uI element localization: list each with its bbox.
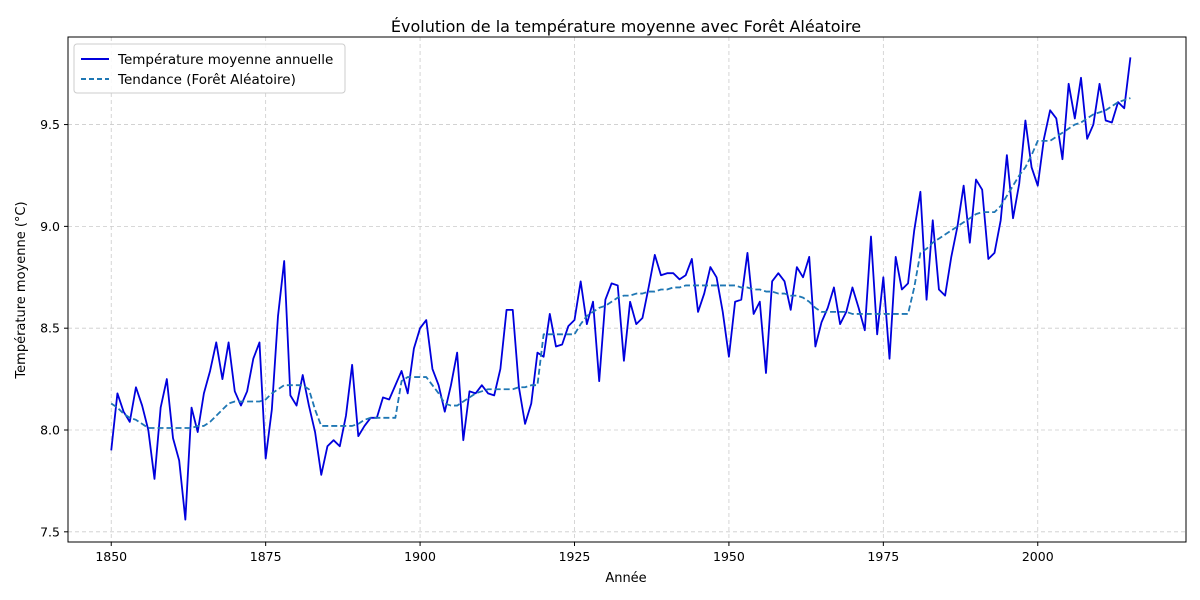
x-axis-title: Année (605, 571, 646, 586)
y-tick-label: 9.0 (40, 219, 60, 234)
x-tick-label: 1975 (867, 549, 899, 564)
series-line-trend (110, 97, 1131, 429)
x-tick-label: 2000 (1022, 549, 1054, 564)
y-tick-label: 7.5 (40, 524, 60, 539)
grid (68, 37, 1186, 542)
x-tick-label: 1900 (404, 549, 436, 564)
x-tick-label: 1950 (713, 549, 745, 564)
series-line-temperature (110, 57, 1132, 521)
y-tick-label: 8.5 (40, 321, 60, 336)
legend: Température moyenne annuelle Tendance (F… (73, 43, 346, 94)
x-tick-label: 1850 (95, 549, 127, 564)
legend-label-trend: Tendance (Forêt Aléatoire) (117, 72, 296, 88)
legend-box (73, 43, 346, 94)
x-axis-ticks: 1850 1875 1900 1925 1950 1975 2000 (95, 542, 1054, 564)
legend-label-temperature: Température moyenne annuelle (117, 52, 333, 68)
y-axis-title: Température moyenne (°C) (14, 201, 29, 379)
series-layer (110, 57, 1132, 521)
y-axis-ticks: 7.5 8.0 8.5 9.0 9.5 (40, 117, 68, 539)
chart-title: Évolution de la température moyenne avec… (391, 17, 861, 36)
y-tick-label: 9.5 (40, 117, 60, 132)
x-tick-label: 1925 (559, 549, 591, 564)
plot-frame (67, 36, 1187, 543)
y-tick-label: 8.0 (40, 423, 60, 438)
x-tick-label: 1875 (250, 549, 282, 564)
